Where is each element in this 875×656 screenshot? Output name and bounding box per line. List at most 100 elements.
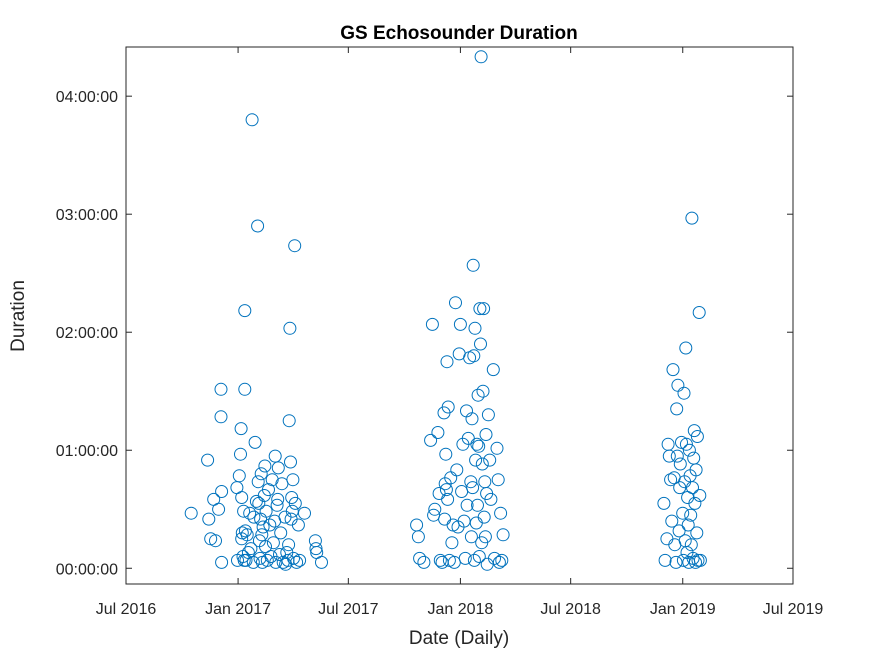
data-point <box>235 491 249 504</box>
data-point <box>262 483 275 497</box>
data-point <box>692 306 706 319</box>
data-point <box>464 530 478 544</box>
data-point <box>410 518 424 532</box>
y-tick-label: 03:00:00 <box>56 207 118 224</box>
data-point <box>669 555 683 569</box>
data-point <box>465 412 479 426</box>
data-point <box>691 553 705 567</box>
data-point <box>417 555 431 569</box>
data-point <box>288 496 302 510</box>
data-point <box>453 317 467 331</box>
data-point <box>468 321 482 335</box>
data-point <box>293 553 307 567</box>
data-point <box>209 534 222 548</box>
data-point <box>259 540 272 554</box>
data-point <box>481 408 495 422</box>
data-point <box>247 510 261 524</box>
data-point <box>684 508 698 522</box>
data-point <box>265 473 279 487</box>
data-point <box>458 551 472 565</box>
data-point <box>215 485 229 498</box>
data-point <box>670 402 684 416</box>
data-point <box>214 410 228 424</box>
data-point <box>488 551 501 565</box>
data-point <box>693 553 707 567</box>
y-tick-label: 01:00:00 <box>56 443 118 460</box>
data-point <box>433 553 447 567</box>
data-point <box>690 430 704 443</box>
data-point <box>411 530 425 544</box>
data-point <box>214 382 228 396</box>
data-point <box>232 469 246 483</box>
data-point <box>469 453 483 467</box>
data-point <box>686 481 699 495</box>
data-point <box>676 506 690 520</box>
data-point <box>687 424 701 438</box>
x-tick-label: Jul 2016 <box>96 601 157 618</box>
data-point <box>284 455 297 469</box>
data-point <box>662 449 676 463</box>
data-point <box>425 317 439 331</box>
x-tick-label: Jul 2017 <box>318 601 379 618</box>
data-point <box>282 414 296 428</box>
data-point <box>431 426 445 439</box>
data-point <box>474 50 488 64</box>
data-point <box>472 550 486 563</box>
y-tick-label: 04:00:00 <box>56 89 118 106</box>
data-point <box>244 542 258 556</box>
y-tick-label: 02:00:00 <box>56 325 118 342</box>
data-point <box>670 449 684 463</box>
data-point <box>238 382 252 396</box>
data-point <box>475 457 489 471</box>
data-point <box>472 439 486 453</box>
data-point <box>255 528 269 542</box>
data-point <box>258 459 272 473</box>
data-point <box>467 553 481 567</box>
data-point <box>309 542 323 556</box>
data-point <box>466 481 480 495</box>
data-point <box>478 475 492 489</box>
y-tick-label: 00:00:00 <box>56 561 118 578</box>
data-point <box>290 555 304 569</box>
data-point <box>285 504 299 518</box>
data-point <box>494 506 508 520</box>
data-point <box>467 349 481 363</box>
data-point <box>479 428 493 441</box>
data-point <box>460 498 474 512</box>
data-point <box>441 400 455 414</box>
data-point <box>679 437 693 451</box>
data-point <box>215 555 229 569</box>
data-point <box>478 530 492 544</box>
data-point <box>248 435 262 449</box>
data-point <box>315 555 328 569</box>
data-point <box>428 502 442 516</box>
data-point <box>495 553 509 567</box>
data-point <box>274 526 288 540</box>
data-point <box>439 483 453 497</box>
data-point <box>270 498 284 512</box>
data-point <box>473 302 487 316</box>
data-point <box>658 553 672 567</box>
data-point <box>677 386 691 400</box>
data-point <box>260 553 274 567</box>
data-point <box>681 518 695 532</box>
data-point <box>287 551 300 565</box>
data-point <box>254 512 268 526</box>
data-point <box>471 498 484 512</box>
x-tick-label: Jan 2017 <box>205 601 271 618</box>
data-point <box>263 518 277 532</box>
data-point <box>243 506 257 520</box>
data-point <box>438 512 452 526</box>
data-point <box>679 341 693 355</box>
data-point <box>682 443 696 457</box>
data-point <box>288 239 302 253</box>
data-point <box>283 321 297 335</box>
data-point <box>477 302 491 316</box>
chart-title: GS Echosounder Duration <box>340 23 578 44</box>
data-point <box>282 538 296 552</box>
data-point <box>256 520 270 534</box>
data-point <box>496 528 510 542</box>
data-point <box>490 441 504 455</box>
data-point <box>469 516 483 530</box>
